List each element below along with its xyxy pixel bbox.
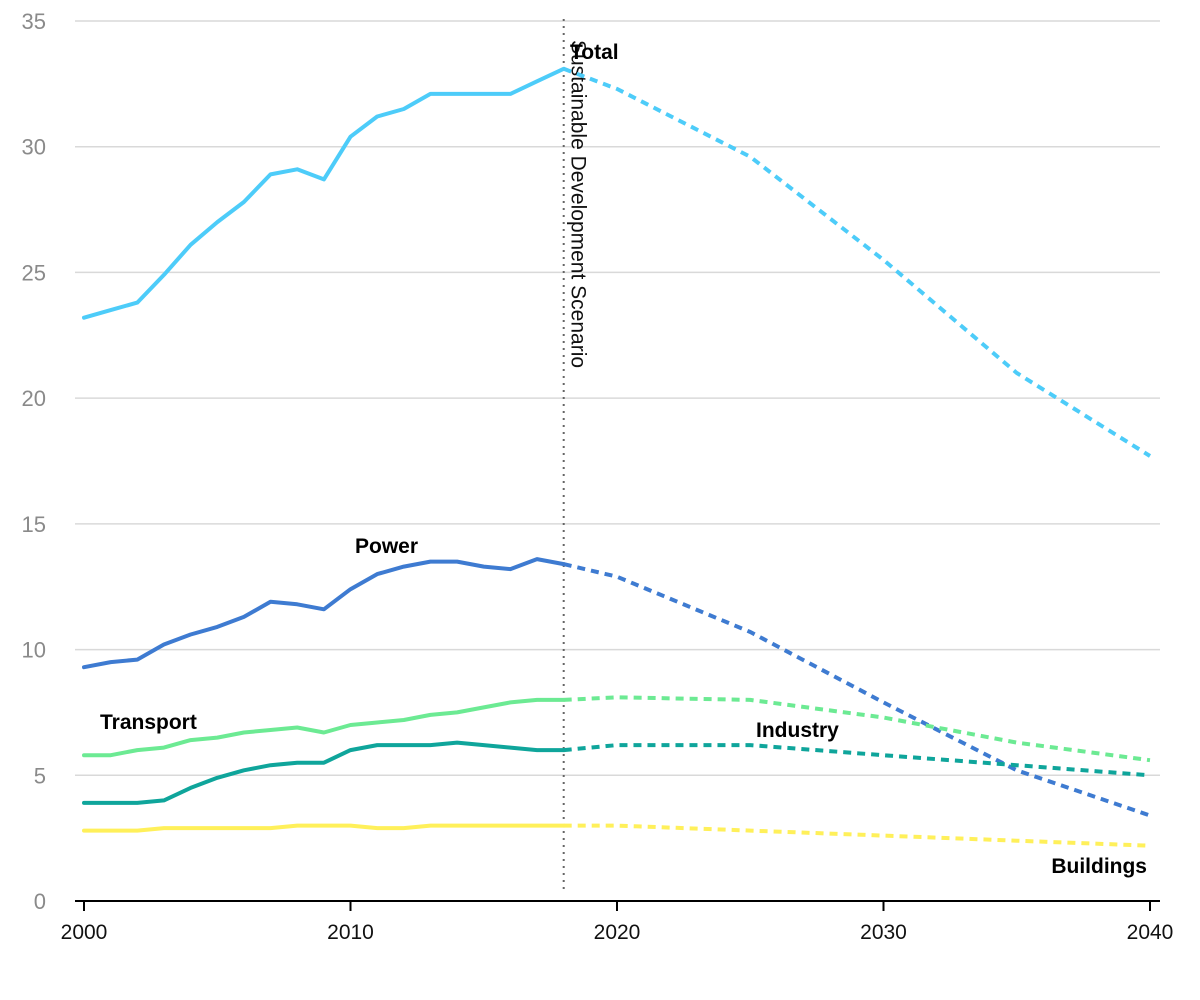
industry-historical-line: [82, 740, 566, 805]
x-tick-label-2010: 2010: [327, 921, 374, 944]
transport-label: Transport: [100, 711, 197, 734]
y-tick-label-15: 15: [22, 512, 46, 537]
x-tick-label-2020: 2020: [594, 921, 641, 944]
y-tick-label-0: 0: [34, 889, 46, 914]
power-historical-line: [82, 557, 566, 670]
buildings-historical-line: [82, 823, 566, 833]
x-tick-label-2030: 2030: [860, 921, 907, 944]
x-tick-label-2000: 2000: [61, 921, 108, 944]
power-projection-line: [563, 562, 1151, 818]
transport-projection-line: [563, 695, 1151, 763]
y-tick-label-25: 25: [22, 260, 46, 285]
total-label: Total: [570, 41, 619, 64]
y-tick-label-35: 35: [22, 9, 46, 34]
y-axis-ticks: 0 5 10 15 20 25 30 35: [22, 9, 46, 914]
total-projection-line: [562, 66, 1152, 458]
transport-historical-line: [82, 697, 566, 758]
y-tick-label-30: 30: [22, 135, 46, 160]
industry-projection-line: [563, 743, 1151, 778]
total-historical-line: [82, 66, 566, 320]
series-labels: Total Power Transport Industry Buildings: [100, 41, 1147, 878]
y-tick-label-10: 10: [22, 638, 46, 663]
buildings-label: Buildings: [1051, 855, 1147, 878]
scenario-divider: Sustainable Development Scenario: [562, 19, 590, 893]
y-tick-label-5: 5: [34, 763, 46, 788]
gridlines: [75, 20, 1160, 777]
y-tick-label-20: 20: [22, 386, 46, 411]
industry-label: Industry: [756, 719, 839, 742]
buildings-projection-line: [563, 823, 1151, 848]
scenario-divider-label: Sustainable Development Scenario: [567, 40, 590, 368]
power-label: Power: [355, 535, 418, 558]
x-tick-label-2040: 2040: [1127, 921, 1174, 944]
x-axis: 2000 2010 2020 2030 2040: [61, 900, 1174, 944]
series-lines: [82, 66, 1152, 848]
